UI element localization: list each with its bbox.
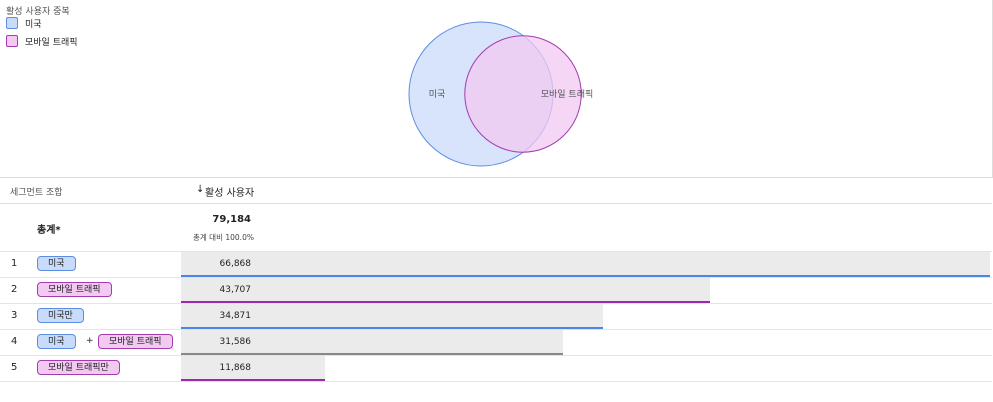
bar [181, 252, 990, 277]
row-divider [0, 329, 992, 330]
joiner: + [86, 336, 94, 346]
venn-panel: 활성 사용자 중복 미국 모바일 트래픽 미국 모바일 트래픽 [0, 0, 993, 178]
bar [181, 356, 325, 381]
value-label: 11,868 [219, 363, 252, 373]
rank: 2 [11, 284, 18, 295]
legend-swatch [6, 17, 18, 29]
divider [0, 203, 992, 204]
venn: 미국 모바일 트래픽 [408, 21, 594, 167]
value-label: 66,868 [219, 259, 252, 269]
segment-chip[interactable]: 미국 [37, 334, 76, 349]
column-header[interactable]: 활성 사용자 [205, 188, 255, 199]
legend-label: 미국 [25, 20, 42, 30]
venn-circle [464, 35, 582, 153]
rank: 1 [11, 258, 18, 269]
row-divider [0, 277, 992, 278]
row-divider [0, 381, 992, 382]
segment-chip[interactable]: 모바일 트래픽만 [37, 360, 120, 375]
venn-title: 활성 사용자 중복 [6, 7, 70, 17]
legend-label: 모바일 트래픽 [25, 38, 78, 48]
sort-icon[interactable]: ↓ [196, 184, 205, 195]
total-value: 79,184 [212, 214, 251, 225]
legend-swatch [6, 35, 18, 47]
value-label: 31,586 [219, 337, 252, 347]
venn-label: 미국 [429, 89, 446, 100]
row-divider [0, 251, 992, 252]
segment-chip[interactable]: 미국 [37, 256, 76, 271]
total-share: 총계 대비 100.0% [193, 233, 254, 242]
bar [181, 330, 564, 355]
bar [181, 278, 710, 303]
value-label: 34,871 [219, 311, 252, 321]
column-header: 세그먼트 조합 [10, 188, 63, 198]
segment-chip[interactable]: 모바일 트래픽 [98, 334, 173, 349]
row-divider [0, 355, 992, 356]
rank: 5 [11, 362, 18, 373]
segment-chip[interactable]: 미국만 [37, 308, 84, 323]
segment-chip[interactable]: 모바일 트래픽 [37, 282, 112, 297]
row-divider [0, 303, 992, 304]
rank: 4 [11, 336, 18, 347]
venn-label: 모바일 트래픽 [541, 89, 594, 100]
rank: 3 [11, 310, 18, 321]
value-label: 43,707 [219, 285, 252, 295]
total-label: 총계* [37, 225, 61, 236]
bar [181, 304, 603, 329]
